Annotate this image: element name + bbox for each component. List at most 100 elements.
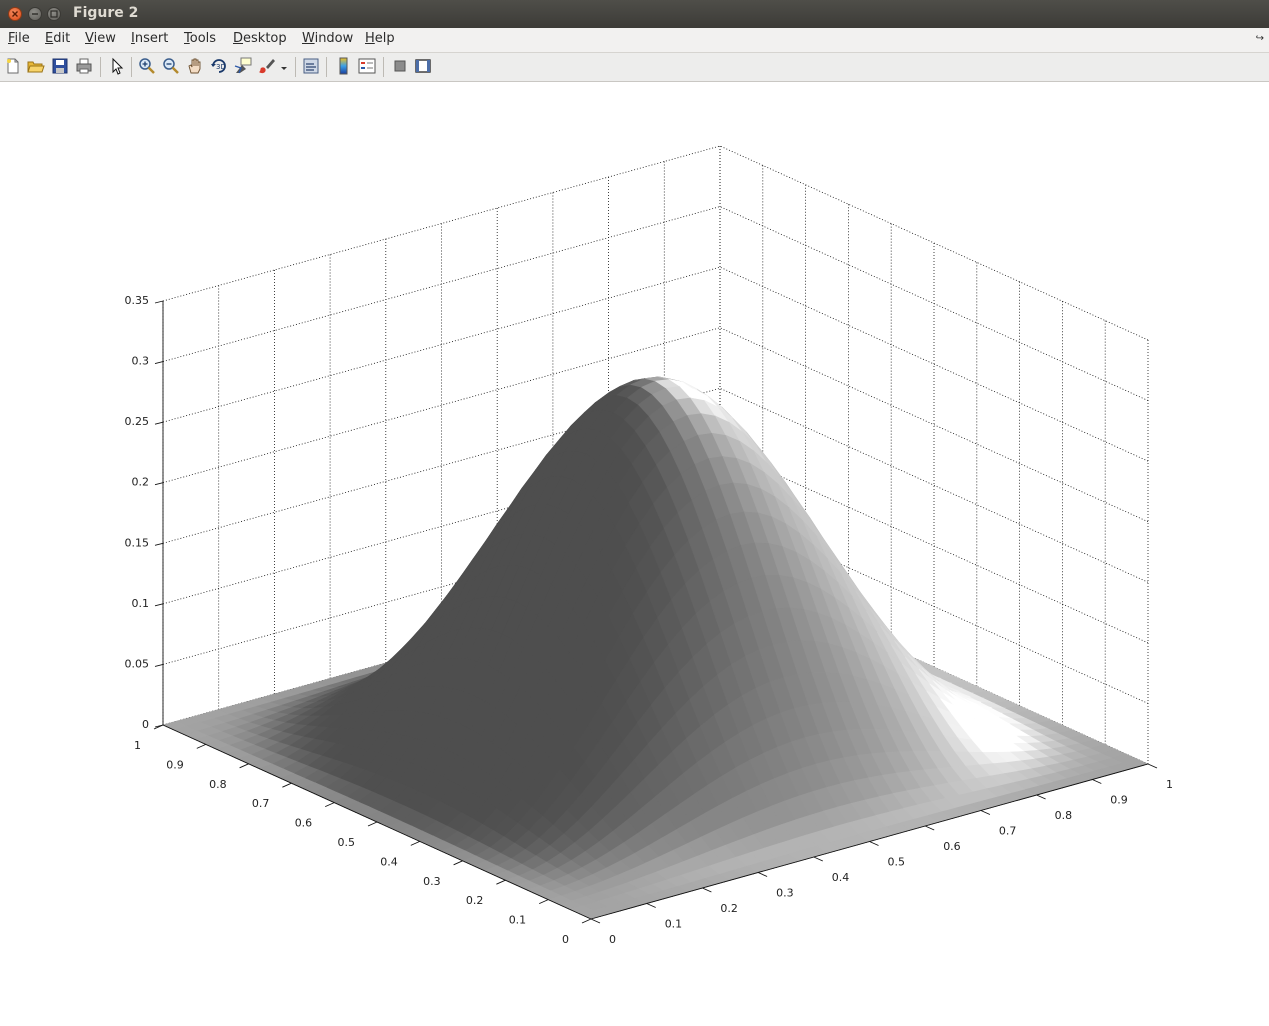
- grid-line: [162, 509, 721, 665]
- y-tick-label: 0.5: [338, 836, 356, 849]
- y-tick-mark: [239, 763, 249, 769]
- grid-line: [162, 448, 721, 605]
- z-tick-mark: [154, 542, 164, 546]
- y-tick-label: 0.3: [423, 875, 441, 888]
- menu-edit[interactable]: Edit: [45, 31, 71, 46]
- maximize-window-button[interactable]: [47, 7, 61, 21]
- x-tick-mark: [813, 856, 823, 862]
- z-tick-label: 0.05: [125, 657, 150, 670]
- z-tick-label: 0.2: [132, 476, 150, 489]
- menu-desktop[interactable]: Desktop: [233, 31, 287, 46]
- data-cursor-icon[interactable]: [234, 57, 252, 75]
- z-tick-label: 0.1: [132, 597, 150, 610]
- x-tick-mark: [980, 810, 991, 815]
- y-tick-label: 0.7: [252, 797, 270, 810]
- close-window-button[interactable]: [8, 7, 22, 21]
- link-plot-icon[interactable]: [302, 57, 320, 75]
- legend-icon[interactable]: [358, 57, 376, 75]
- y-tick-mark: [196, 743, 206, 749]
- y-tick-label: 0.9: [166, 758, 184, 771]
- brush-icon[interactable]: [258, 57, 276, 75]
- x-tick-mark: [590, 918, 601, 924]
- y-tick-label: 0.2: [466, 894, 484, 907]
- menu-view[interactable]: View: [85, 31, 116, 46]
- y-tick-label: 0.6: [295, 817, 313, 830]
- axes: 0 0.05 0.1 0.15 0.2 0.25 0.3 0.35 0 0.1 0.2 0.3 0.4 0…: [125, 294, 1174, 946]
- y-tick-label: 0: [562, 933, 569, 946]
- x-tick-label: 1: [1166, 778, 1173, 791]
- y-tick-mark: [153, 724, 164, 730]
- x-tick-label: 0: [609, 933, 616, 946]
- y-tick-mark: [325, 802, 335, 808]
- x-tick-label: 0.9: [1110, 794, 1128, 807]
- hide-plot-tools-icon[interactable]: [391, 57, 409, 75]
- show-plot-tools-icon[interactable]: [414, 57, 432, 75]
- print-icon[interactable]: [75, 57, 93, 75]
- y-tick-label: 0.1: [509, 914, 527, 927]
- z-tick-mark: [154, 361, 164, 365]
- grid-line: [162, 387, 721, 544]
- grid-line: [162, 266, 721, 423]
- window-titlebar: Figure 2: [0, 0, 1269, 28]
- toolbar-separator: [326, 57, 327, 77]
- y-tick-mark: [282, 782, 292, 788]
- y-tick-mark: [581, 918, 592, 924]
- y-tick-label: 1: [134, 739, 141, 752]
- grid-line: [162, 145, 721, 302]
- close-icon: [12, 11, 18, 17]
- x-tick-label: 0.8: [1055, 809, 1073, 822]
- zoom-in-icon[interactable]: [138, 57, 156, 75]
- x-tick-label: 0.6: [943, 840, 961, 853]
- y-tick-label: 0.4: [380, 855, 398, 868]
- grid-line: [719, 266, 1149, 462]
- save-icon[interactable]: [51, 57, 69, 75]
- x-tick-mark: [925, 825, 935, 831]
- z-tick-mark: [154, 421, 164, 425]
- toolbar-separator: [100, 57, 101, 77]
- zoom-out-icon[interactable]: [162, 57, 180, 75]
- toolbar-separator: [295, 57, 296, 77]
- grid-line: [719, 206, 1149, 401]
- toolbar-separator: [383, 57, 384, 77]
- menu-help[interactable]: Help: [365, 31, 395, 46]
- z-tick-label: 0.35: [125, 294, 150, 307]
- minimize-icon: [32, 13, 38, 15]
- y-tick-mark: [367, 821, 378, 827]
- x-tick-mark: [757, 872, 768, 877]
- brush-dropdown-icon[interactable]: [279, 57, 289, 75]
- x-tick-label: 0.4: [832, 871, 850, 884]
- dock-arrow-icon[interactable]: ↪: [1255, 33, 1264, 44]
- rotate-3d-icon[interactable]: 3D: [210, 57, 228, 75]
- grid-line: [719, 145, 1149, 341]
- x-tick-mark: [1147, 763, 1158, 769]
- menu-window[interactable]: Window: [302, 31, 354, 46]
- figure-toolbar: 3D: [0, 53, 1269, 82]
- x-tick-mark: [702, 887, 712, 893]
- x-tick-label: 0.7: [999, 825, 1017, 838]
- x-tick-mark: [646, 903, 656, 908]
- z-tick-mark: [154, 482, 164, 486]
- grid-line: [719, 509, 1149, 704]
- menu-insert[interactable]: Insert: [131, 31, 169, 46]
- edit-plot-icon[interactable]: [108, 57, 126, 75]
- open-file-icon[interactable]: [27, 57, 45, 75]
- z-tick-mark: [154, 300, 164, 304]
- svg-text:3D: 3D: [216, 63, 226, 71]
- x-tick-mark: [1036, 794, 1046, 800]
- y-tick-mark: [539, 899, 549, 905]
- x-tick-mark: [869, 841, 879, 846]
- grid-line: [719, 387, 1149, 583]
- new-figure-icon[interactable]: [4, 57, 22, 75]
- menu-file[interactable]: File: [8, 31, 30, 46]
- figure-canvas[interactable]: 0 0.05 0.1 0.15 0.2 0.25 0.3 0.35 0 0.1 0.2 0.3 0.4 0…: [0, 82, 1269, 1026]
- surface: [162, 376, 1149, 920]
- surface-plot-axes[interactable]: 0 0.05 0.1 0.15 0.2 0.25 0.3 0.35 0 0.1 0.2 0.3 0.4 0…: [0, 82, 1269, 1026]
- toolbar-separator: [131, 57, 132, 77]
- colorbar-icon[interactable]: [334, 57, 352, 75]
- grid-line: [719, 448, 1149, 644]
- minimize-window-button[interactable]: [28, 7, 42, 21]
- z-tick-mark: [154, 603, 164, 607]
- menu-tools[interactable]: Tools: [184, 31, 217, 46]
- x-tick-label: 0.3: [776, 887, 794, 900]
- pan-icon[interactable]: [186, 57, 204, 75]
